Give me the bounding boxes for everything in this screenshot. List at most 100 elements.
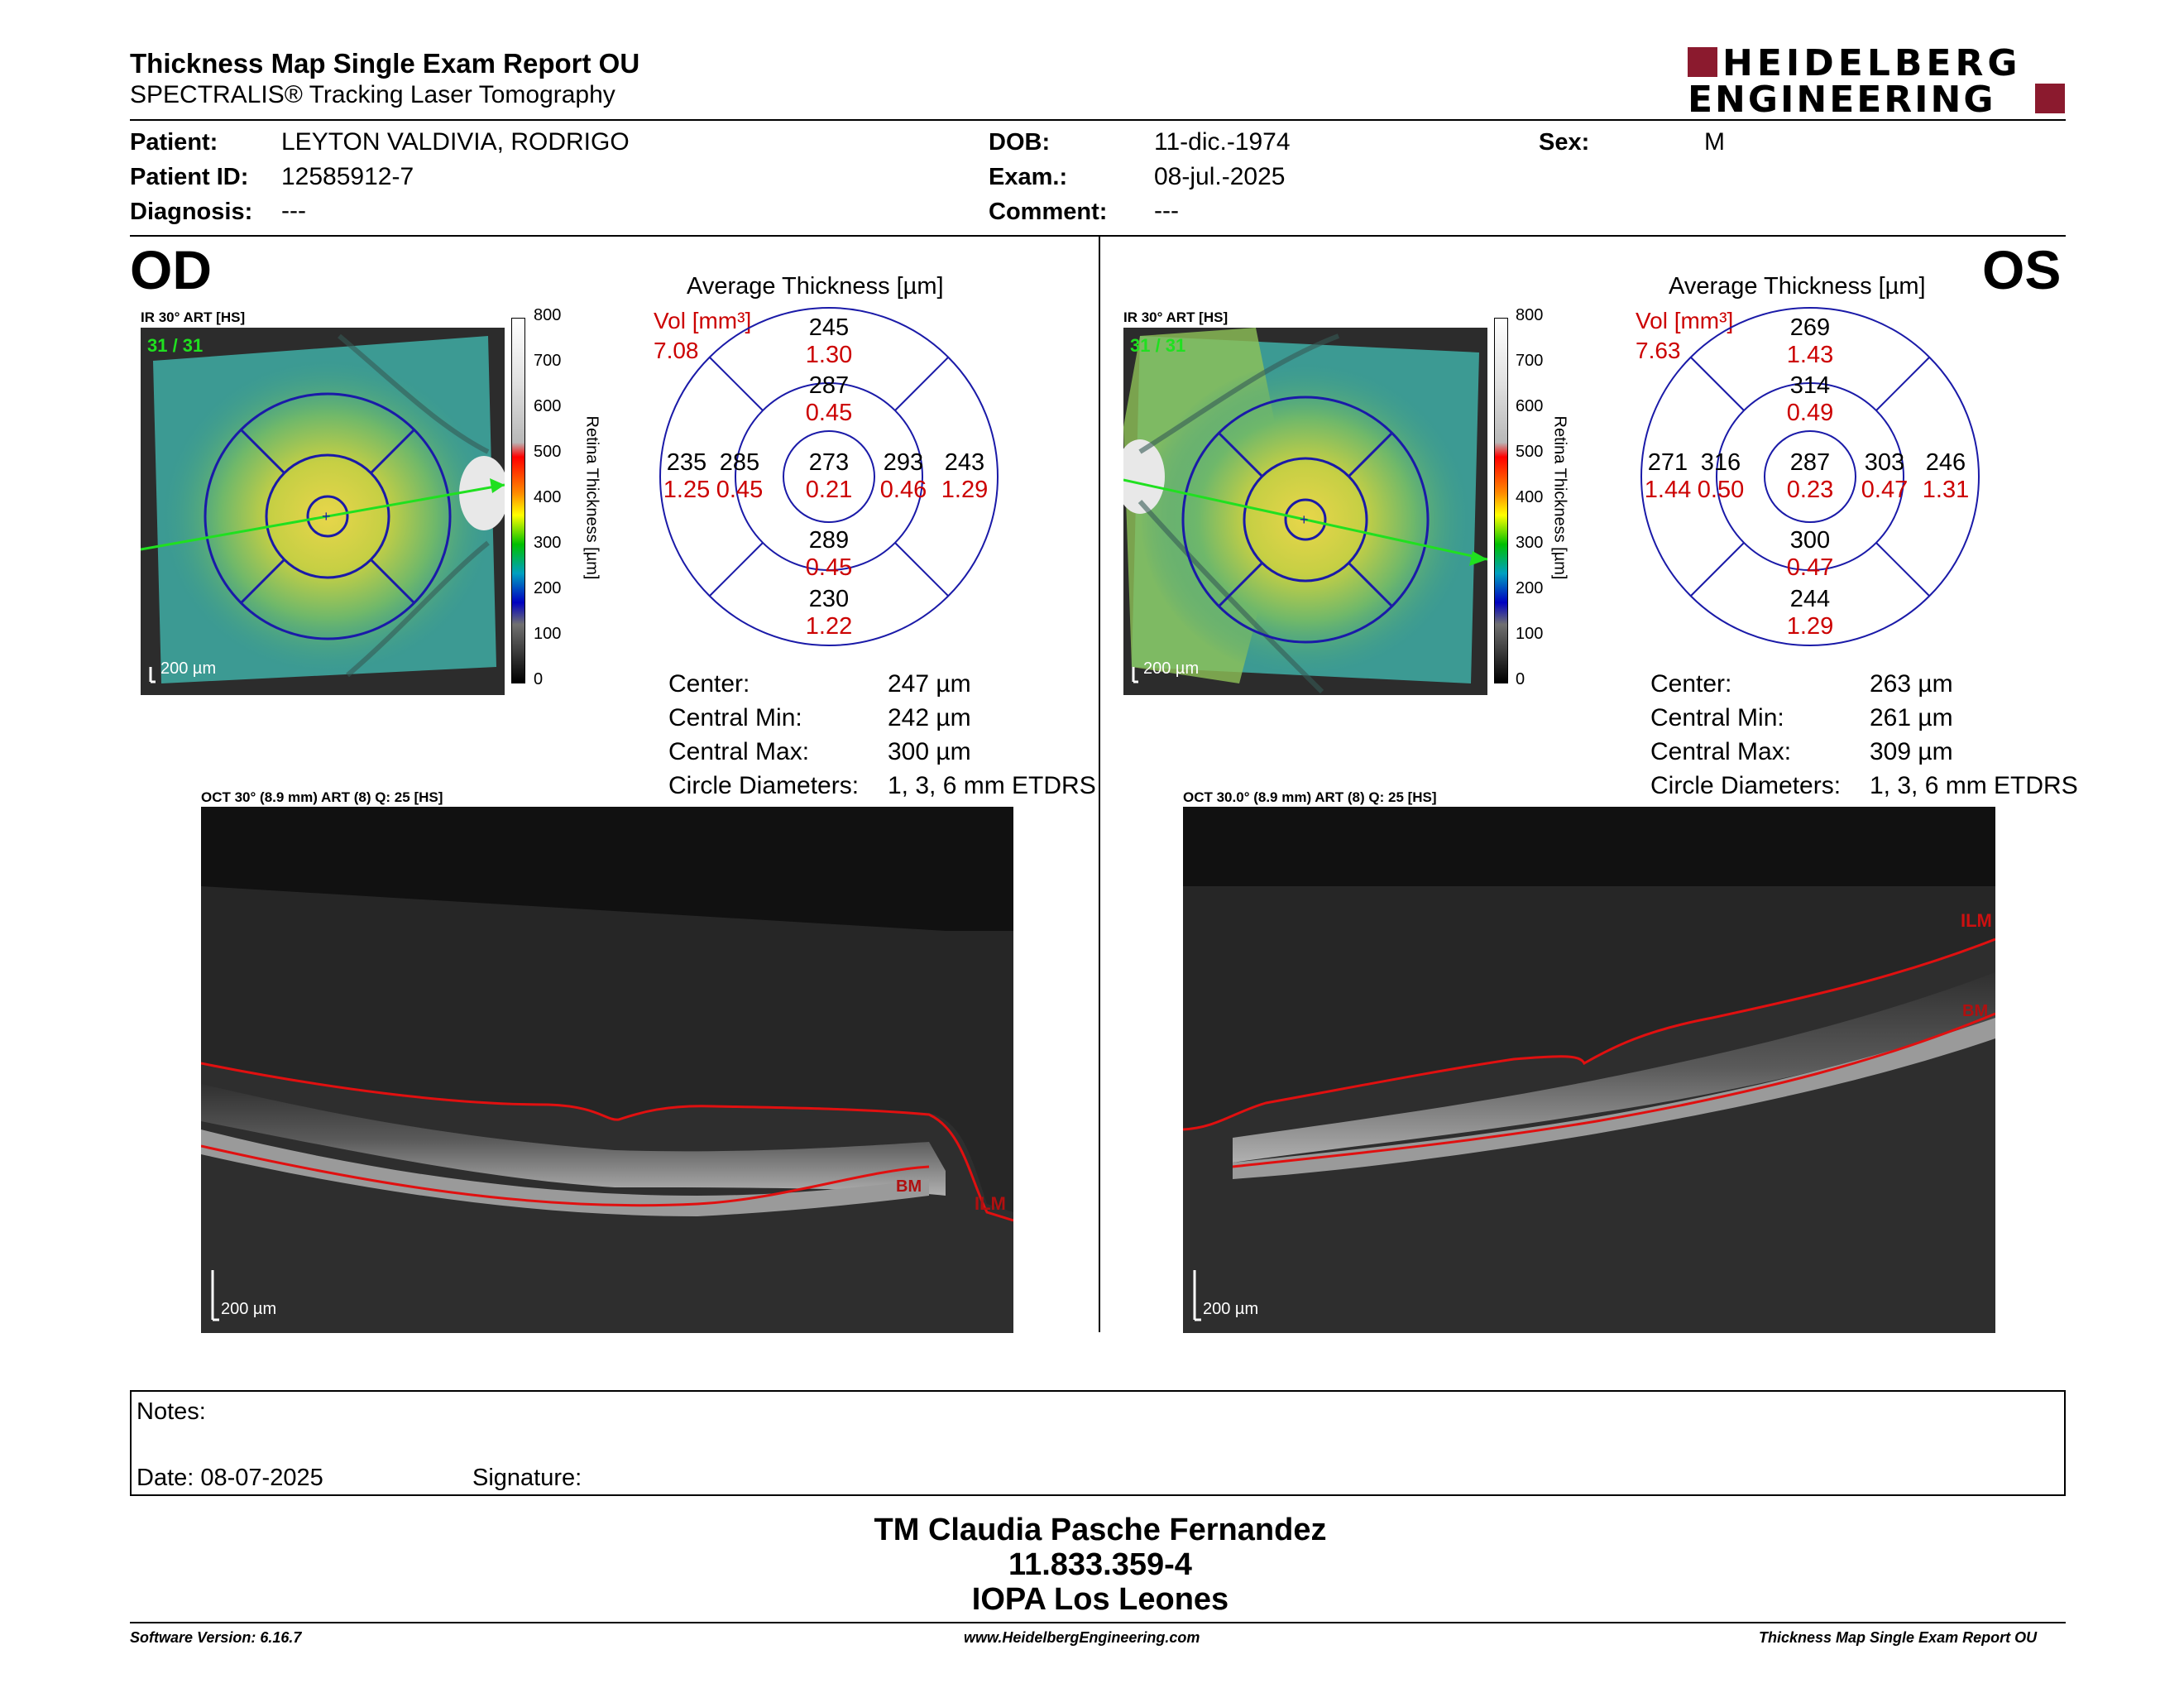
od-inner-inf: 289 0.45: [805, 527, 853, 581]
od-tick: 500: [534, 443, 562, 461]
od-vol-label: Vol [mm³]: [654, 308, 752, 333]
signoff-name: TM Claudia Pasche Fernandez: [874, 1513, 1327, 1547]
od-outer-sup: 245 1.30: [805, 314, 853, 368]
od-fovea-marker: +: [322, 508, 331, 525]
os-vol-total: 7.63: [1636, 338, 1681, 363]
os-outer-left: 271 1.44: [1644, 449, 1692, 503]
od-inner-sup: 287 0.45: [805, 372, 853, 426]
od-tick: 800: [534, 306, 562, 324]
os-inner-left: 316 0.50: [1697, 449, 1745, 503]
os-etdrs-grid: [1640, 307, 1980, 646]
od-colorbar-ticks: 800 700 600 500 400 300 200 100 0: [534, 306, 567, 695]
od-bm-label: BM: [896, 1177, 922, 1196]
patient-label: Patient:: [130, 129, 218, 156]
os-stat-label: Central Min:: [1650, 704, 1784, 731]
os-stat-label: Central Max:: [1650, 738, 1792, 765]
od-outer-inf: 230 1.22: [805, 586, 853, 640]
os-tick: 300: [1516, 534, 1544, 552]
os-inner-inf: 300 0.47: [1786, 527, 1834, 581]
od-stat-value: 242 µm: [888, 704, 971, 731]
date-label: Date: 08-07-2025: [136, 1465, 323, 1491]
header-rule: [130, 119, 2066, 121]
patient-rule: [130, 235, 2066, 237]
signature-label: Signature:: [472, 1465, 582, 1491]
os-tick: 700: [1516, 352, 1544, 370]
od-frame-count: 31 / 31: [147, 335, 203, 356]
os-stat-value: 263 µm: [1870, 670, 1953, 698]
os-colorbar-ticks: 800 700 600 500 400 300 200 100 0: [1516, 306, 1549, 695]
footer-rule: [130, 1622, 2066, 1623]
signoff-id: 11.833.359-4: [1008, 1547, 1192, 1582]
os-ir-label: IR 30° ART [HS]: [1123, 309, 1228, 325]
os-stat-label: Center:: [1650, 670, 1732, 698]
os-outer-inf: 244 1.29: [1786, 586, 1834, 640]
os-ilm-label: ILM: [1961, 910, 1992, 931]
os-inner-sup: 314 0.49: [1786, 372, 1834, 426]
brand-line2: ENGINEERING: [1688, 79, 1996, 121]
od-outer-right: 243 1.29: [941, 449, 989, 503]
od-vol-total: 7.08: [654, 338, 699, 363]
report-title: Thickness Map Single Exam Report OU: [130, 48, 640, 79]
eye-divider: [1099, 237, 1100, 1332]
od-tick: 100: [534, 625, 562, 643]
brand-line1: HEIDELBERG: [1722, 42, 2022, 84]
od-ir-label: IR 30° ART [HS]: [141, 309, 246, 325]
os-tick: 400: [1516, 488, 1544, 506]
os-stat-value: 1, 3, 6 mm ETDRS: [1870, 772, 2078, 799]
od-inner-right: 293 0.46: [879, 449, 927, 503]
os-bm-label: BM: [1962, 1002, 1988, 1020]
diagnosis-value: ---: [281, 197, 306, 224]
od-tick: 400: [534, 488, 562, 506]
od-ilm-label: ILM: [975, 1193, 1006, 1214]
dob-value: 11-dic.-1974: [1154, 128, 1291, 156]
od-oct-label: OCT 30° (8.9 mm) ART (8) Q: 25 [HS]: [201, 789, 443, 805]
od-colorbar: [511, 318, 525, 683]
os-sectors: 269 1.43 314 0.49 271 1.44 316 0.50 287 0.23 …: [1640, 306, 1980, 647]
sex-label: Sex:: [1539, 129, 1590, 156]
od-outer-left: 235 1.25: [663, 449, 711, 503]
software-version: Software Version: 6.16.7: [130, 1629, 302, 1646]
exam-label: Exam.:: [989, 164, 1068, 190]
os-tick: 100: [1516, 625, 1544, 643]
os-stat-label: Circle Diameters:: [1650, 772, 1842, 799]
od-colorbar-title: Retina Thickness [µm]: [582, 415, 601, 580]
os-scale-bar: 200 µm: [1143, 659, 1199, 678]
od-scale-bar: 200 µm: [160, 659, 216, 678]
patient-value: LEYTON VALDIVIA, RODRIGO: [281, 128, 630, 156]
sex-value: M: [1704, 128, 1725, 156]
od-thickness-map: + 31 / 31 200 µm: [141, 328, 505, 695]
os-center: 287 0.23: [1786, 449, 1834, 503]
os-oct-scan: ILM BM 200 µm: [1183, 807, 1995, 1333]
comment-label: Comment:: [989, 199, 1108, 225]
od-stat-label: Central Max:: [668, 738, 810, 765]
od-inner-left: 285 0.45: [716, 449, 764, 503]
od-tick: 300: [534, 534, 562, 552]
od-stat-label: Center:: [668, 670, 750, 698]
os-tick: 800: [1516, 306, 1544, 324]
os-frame-count: 31 / 31: [1130, 335, 1185, 356]
signoff-org: IOPA Los Leones: [971, 1582, 1229, 1617]
od-oct-scan: BM ILM 200 µm: [201, 807, 1013, 1333]
od-avg-title: Average Thickness [µm]: [687, 273, 944, 300]
notes-box[interactable]: Notes: Date: 08-07-2025 Signature:: [130, 1390, 2066, 1496]
os-fovea-marker: +: [1300, 511, 1309, 528]
od-oct-scale: 200 µm: [221, 1300, 276, 1318]
od-stat-label: Central Min:: [668, 704, 802, 731]
os-outer-sup: 269 1.43: [1786, 314, 1834, 368]
od-etdrs-grid: [659, 307, 999, 646]
os-inner-right: 303 0.47: [1861, 449, 1909, 503]
exam-value: 08-jul.-2025: [1154, 163, 1286, 190]
logo-block-1: [1688, 47, 1717, 77]
comment-value: ---: [1154, 197, 1179, 224]
os-oct-label: OCT 30.0° (8.9 mm) ART (8) Q: 25 [HS]: [1183, 789, 1437, 805]
os-tick: 500: [1516, 443, 1544, 461]
od-stat-value: 1, 3, 6 mm ETDRS: [888, 772, 1096, 799]
od-stat-value: 247 µm: [888, 670, 971, 698]
report-subtitle: SPECTRALIS® Tracking Laser Tomography: [130, 81, 615, 108]
os-vol-label: Vol [mm³]: [1636, 308, 1734, 333]
os-tick: 0: [1516, 670, 1525, 688]
dob-label: DOB:: [989, 129, 1051, 156]
os-tick: 600: [1516, 397, 1544, 415]
brand-logo: HEIDELBERG ENGINEERING: [1688, 42, 2068, 121]
website-link[interactable]: www.HeidelbergEngineering.com: [964, 1629, 1200, 1646]
